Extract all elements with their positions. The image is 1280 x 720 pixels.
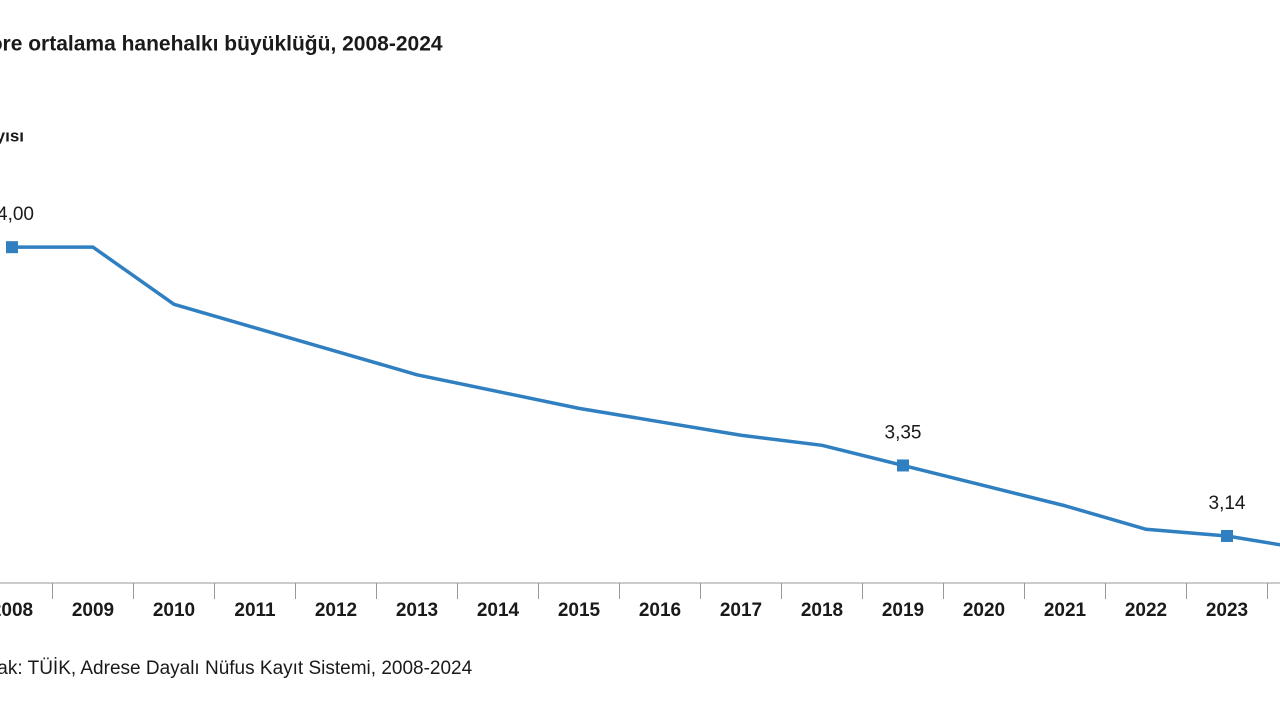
chart-title: Yıllara göre ortalama hanehalkı büyüklüğ… (0, 33, 443, 56)
data-line (12, 245, 1280, 547)
data-point (897, 459, 909, 472)
x-tick-label: 2009 (72, 600, 114, 621)
x-tick-label: 2018 (801, 600, 843, 621)
data-label: 4,00 (0, 204, 34, 225)
x-tick-label: 2021 (1044, 600, 1087, 621)
x-tick-label: 2012 (315, 600, 357, 621)
x-tick-label: 2011 (234, 600, 276, 621)
x-tick-label: 2015 (558, 600, 601, 621)
x-tick-label: 2008 (0, 600, 33, 621)
x-tick-label: 2016 (639, 600, 681, 621)
y-axis-label: Kişi sayısı (0, 126, 24, 145)
data-label: 3,14 (1209, 493, 1246, 514)
data-point (6, 241, 18, 254)
x-tick-label: 2010 (153, 600, 195, 621)
x-tick-label: 2022 (1125, 600, 1167, 621)
x-tick-label: 2017 (720, 600, 762, 621)
data-point (1221, 529, 1233, 542)
source-note: Kaynak: TÜİK, Adrese Dayalı Nüfus Kayıt … (0, 658, 473, 679)
x-tick-label: 2013 (396, 600, 438, 621)
data-label: 3,35 (885, 422, 922, 443)
x-tick-label: 2019 (882, 600, 924, 621)
x-tick-label: 2014 (477, 600, 520, 621)
x-tick-label: 2020 (963, 600, 1005, 621)
x-tick-label: 2023 (1206, 600, 1248, 621)
